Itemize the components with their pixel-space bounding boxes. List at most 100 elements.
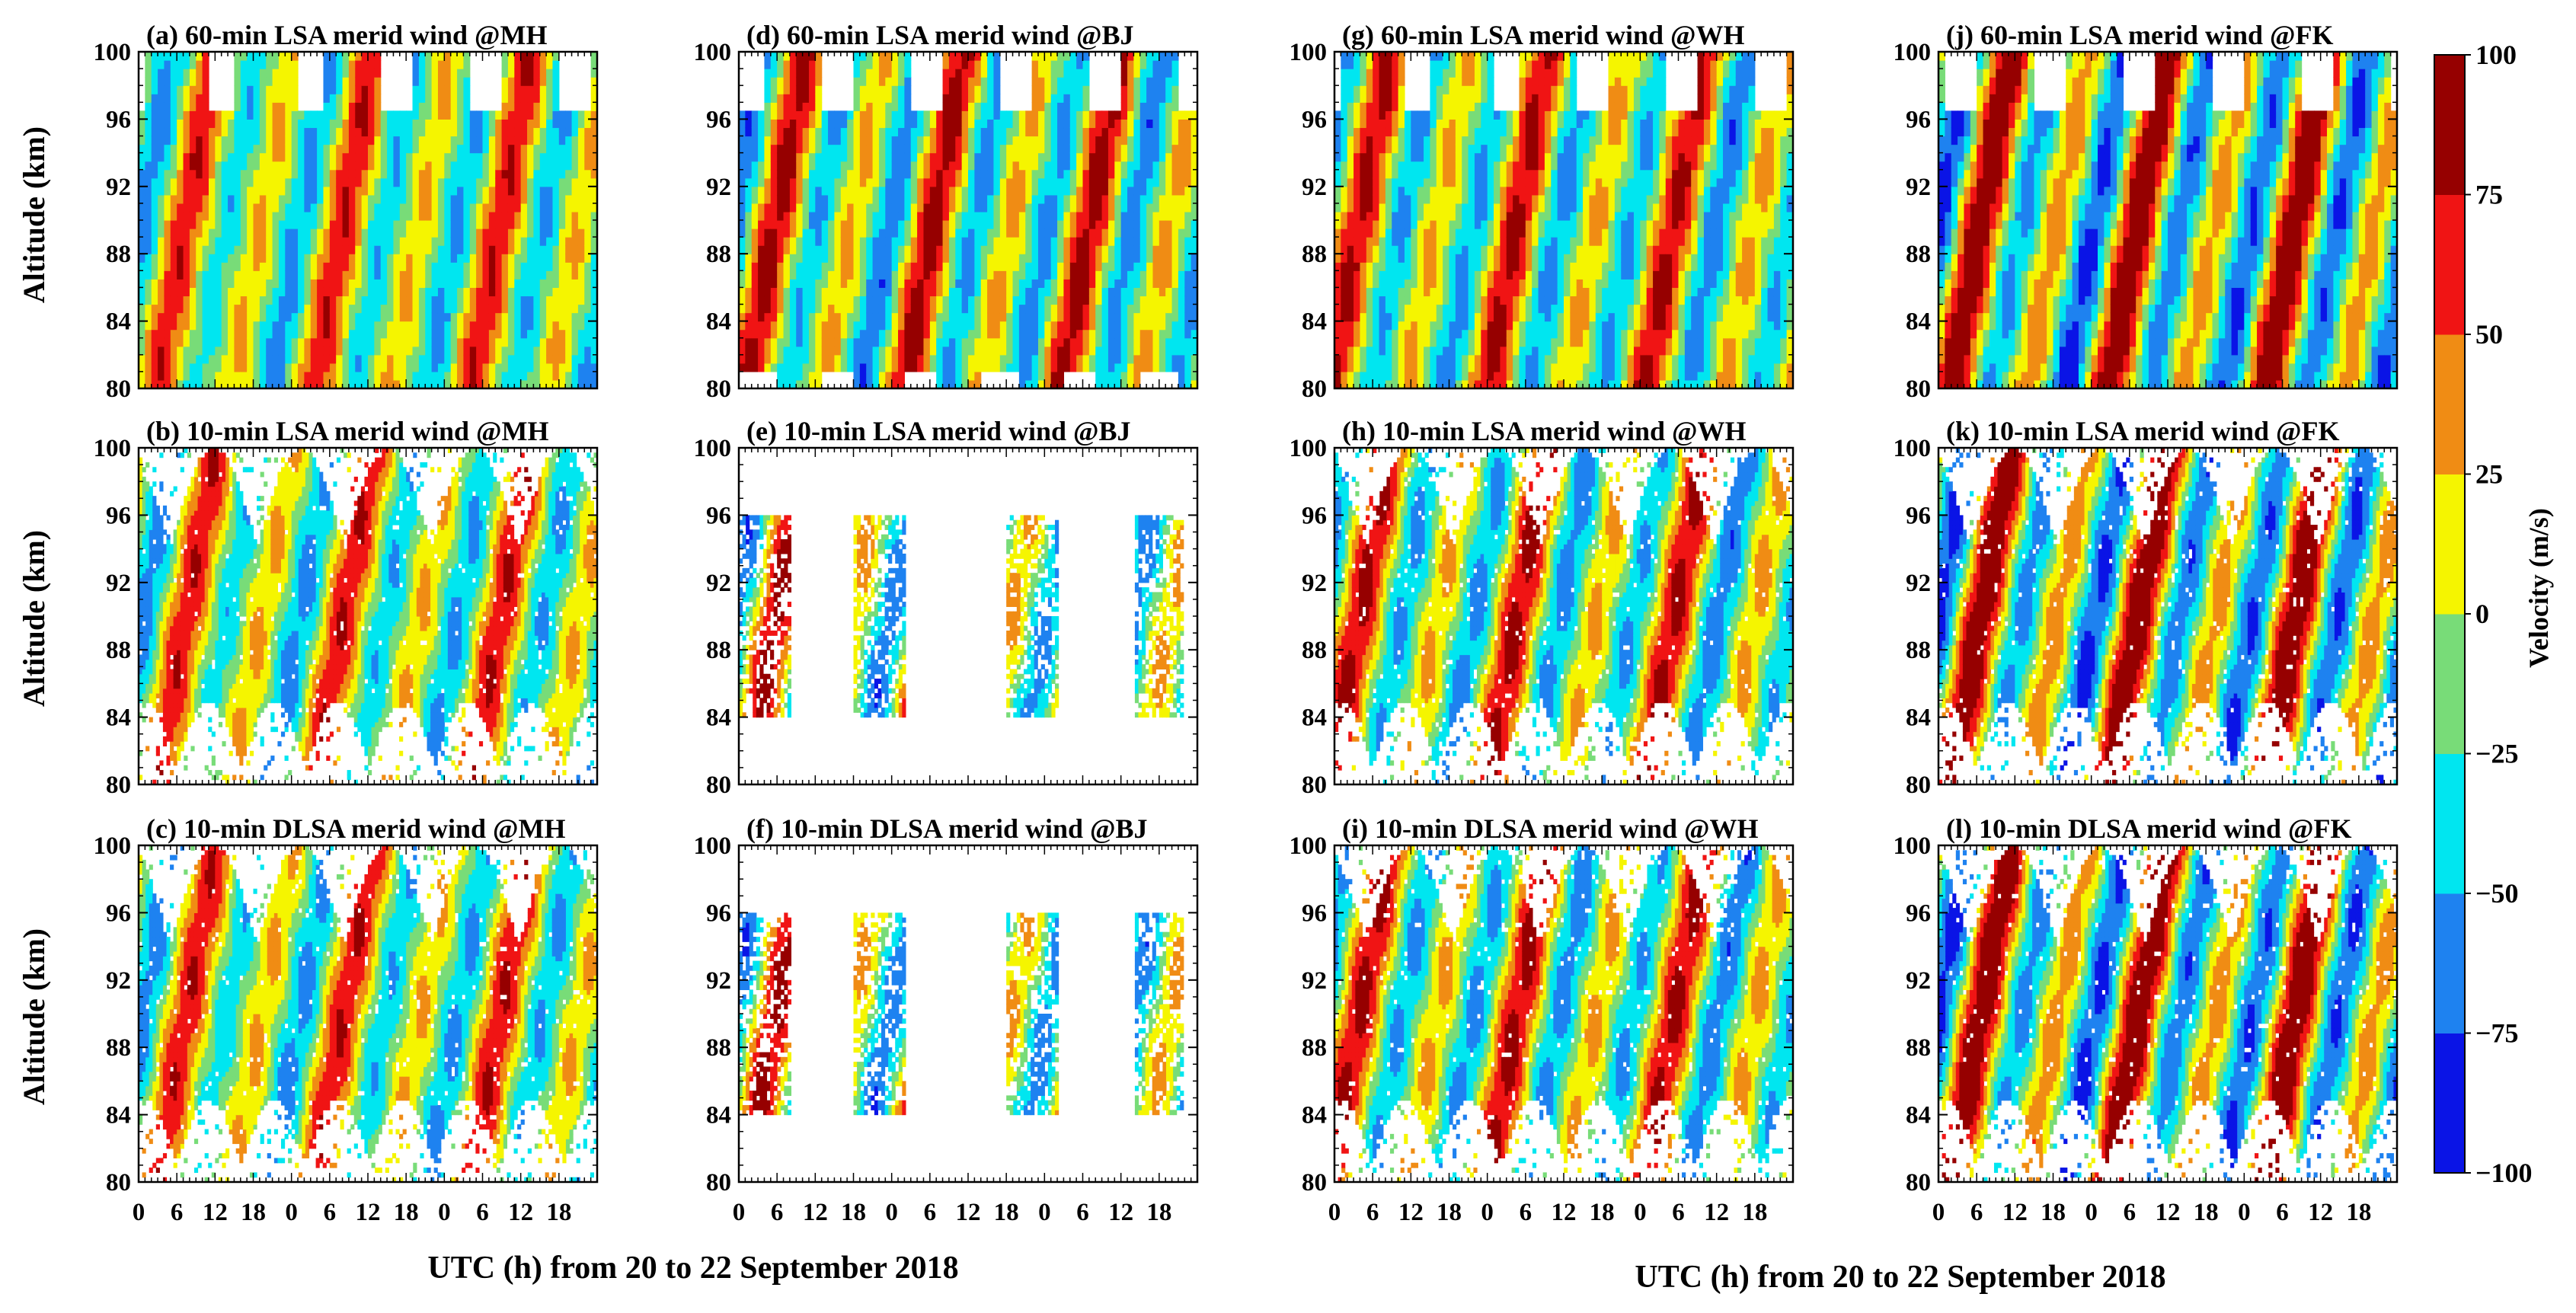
heatmap-cell [196,178,203,187]
heatmap-cell [190,321,197,331]
heatmap-cell [158,372,165,381]
heatmap-cell [190,187,197,196]
heatmap-cell [234,228,241,238]
heatmap-cell [190,77,197,86]
heatmap-cell [177,321,184,331]
heatmap-cell [260,203,267,212]
heatmap-cell [171,321,177,331]
heatmap-cell [158,212,165,221]
heatmap-cell [260,372,267,381]
heatmap-cell [190,296,197,305]
heatmap-cell [158,119,165,128]
heatmap-cell [190,338,197,347]
heatmap-cell [164,77,171,86]
heatmap-cell [222,203,229,212]
heatmap-cell [215,187,222,196]
heatmap-cell [152,270,158,280]
heatmap-cell [260,305,267,314]
heatmap-cell [260,355,267,364]
heatmap-cell [158,330,165,339]
heatmap-cell [184,287,190,296]
heatmap-cell [215,195,222,204]
heatmap-cell [203,228,209,238]
heatmap-cell [209,279,216,288]
heatmap-cell [152,237,158,246]
heatmap-cell [171,77,177,86]
heatmap-cell [171,94,177,103]
heatmap-cell [203,279,209,288]
heatmap-cell [247,347,254,356]
heatmap-cell [177,77,184,86]
heatmap-cell [209,338,216,347]
heatmap-cell [222,355,229,364]
heatmap-cell [260,270,267,280]
heatmap-cell [234,212,241,221]
heatmap-cell [177,279,184,288]
heatmap-cell [196,170,203,179]
heatmap-cell [190,94,197,103]
heatmap-cell [177,330,184,339]
heatmap-cell [152,279,158,288]
heatmap-cell [247,170,254,179]
heatmap-cell [247,119,254,128]
heatmap-cell [222,237,229,246]
heatmap-cell [184,254,190,263]
heatmap-cell [228,372,235,381]
heatmap-cell [196,321,203,331]
heatmap-cell [215,279,222,288]
heatmap-cell [139,321,145,331]
heatmap-cell [139,237,145,246]
heatmap-cell [158,127,165,136]
heatmap-cell [254,313,260,322]
heatmap-cell [190,254,197,263]
heatmap-cell [139,287,145,296]
heatmap-cell [184,363,190,372]
heatmap-cell [158,338,165,347]
heatmap-cell [209,237,216,246]
heatmap-cell [215,270,222,280]
heatmap-cell [228,127,235,136]
heatmap-cell [177,203,184,212]
heatmap-cell [164,85,171,94]
heatmap-cell [164,321,171,331]
heatmap-cell [260,77,267,86]
heatmap-cell [234,305,241,314]
heatmap-cell [247,187,254,196]
heatmap-cell [247,363,254,372]
heatmap-cell [254,372,260,381]
heatmap-cell [234,127,241,136]
heatmap-cell [184,102,190,111]
heatmap-cell [152,94,158,103]
heatmap-cell [203,212,209,221]
heatmap-cell [215,220,222,229]
heatmap-cell [164,279,171,288]
heatmap-cell [184,94,190,103]
heatmap-cell [203,203,209,212]
heatmap-cell [158,60,165,69]
heatmap-cell [247,102,254,111]
heatmap-cell [228,195,235,204]
heatmap-cell [260,161,267,171]
heatmap-cell [228,270,235,280]
heatmap-cell [190,212,197,221]
heatmap-cell [203,321,209,331]
heatmap-cell [254,279,260,288]
heatmap-cell [241,69,248,78]
heatmap-cell [177,237,184,246]
heatmap-cell [184,321,190,331]
heatmap-cell [152,110,158,120]
heatmap-cell [254,69,260,78]
heatmap-cell [254,136,260,145]
heatmap-cell [196,161,203,171]
heatmap-cell [158,69,165,78]
heatmap-cell [145,178,152,187]
heatmap-cell [171,178,177,187]
heatmap-cell [164,94,171,103]
heatmap-cell [247,127,254,136]
heatmap-cell [254,178,260,187]
heatmap-cell [196,110,203,120]
heatmap-cell [145,279,152,288]
heatmap-cell [254,85,260,94]
heatmap-cell [184,85,190,94]
heatmap-cell [228,203,235,212]
